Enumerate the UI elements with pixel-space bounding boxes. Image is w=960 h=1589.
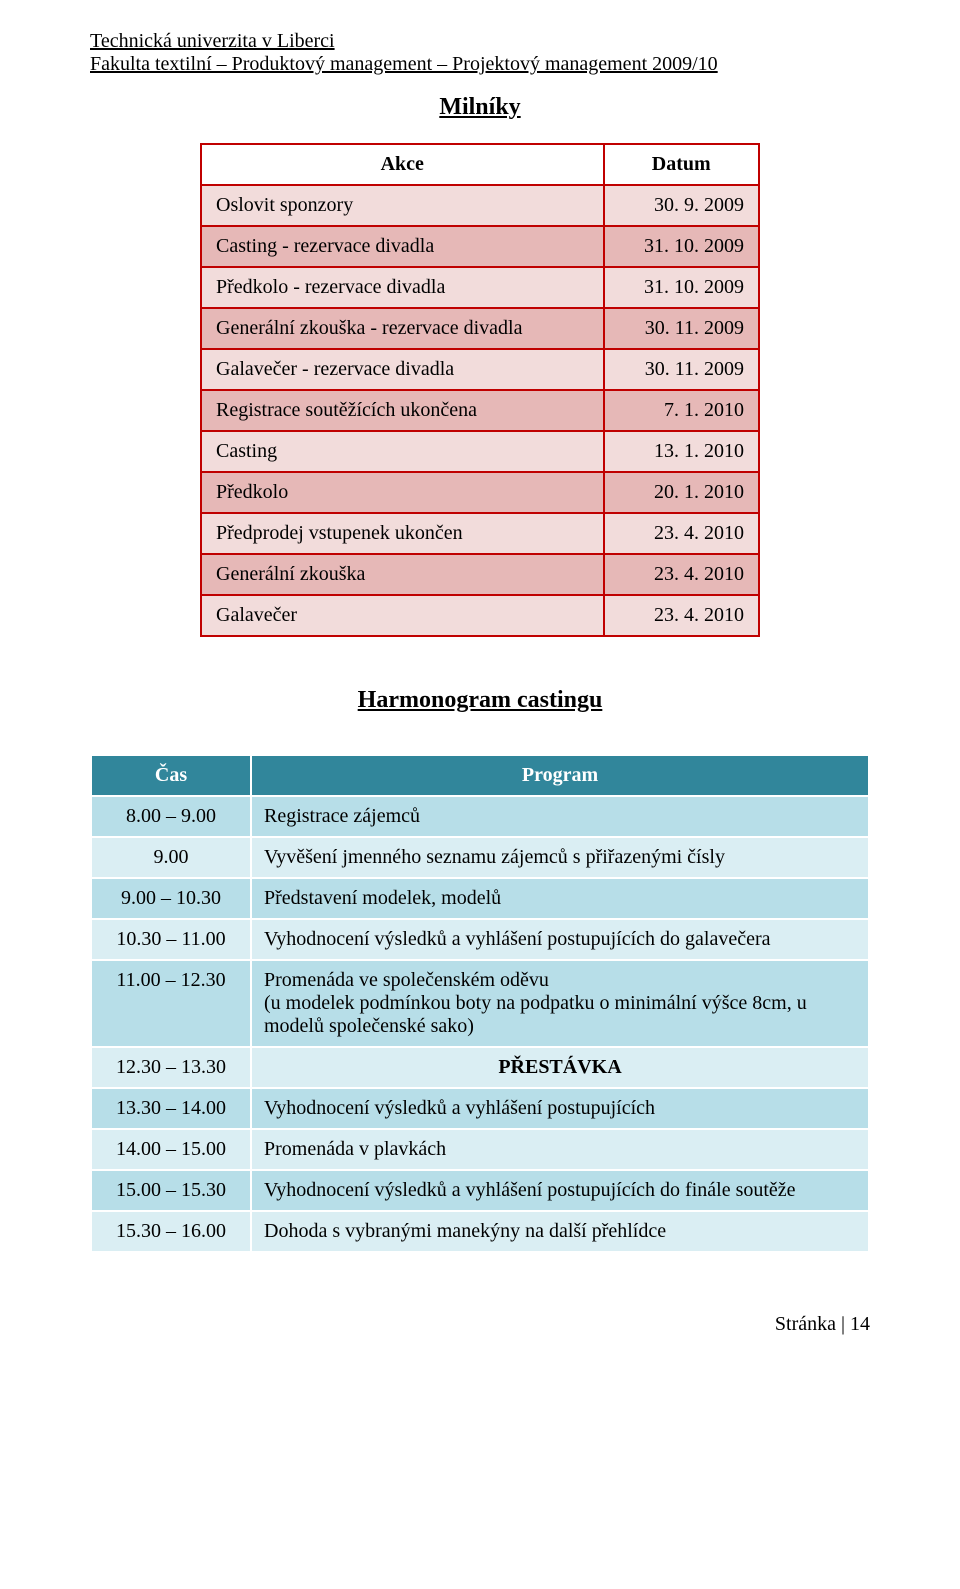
milniky-row-date: 23. 4. 2010 <box>604 595 760 636</box>
casting-row-program: Promenáda ve společenském oděvu(u modele… <box>251 960 869 1047</box>
milniky-row-date: 23. 4. 2010 <box>604 513 760 554</box>
casting-break: PŘESTÁVKA <box>251 1047 869 1088</box>
casting-table: Čas Program 8.00 – 9.00Registrace zájemc… <box>90 754 870 1253</box>
milniky-row-action: Předprodej vstupenek ukončen <box>201 513 604 554</box>
casting-table-wrap: Čas Program 8.00 – 9.00Registrace zájemc… <box>90 754 870 1253</box>
milniky-row-date: 13. 1. 2010 <box>604 431 760 472</box>
casting-row-time: 8.00 – 9.00 <box>91 796 251 837</box>
casting-row-program: Vyhodnocení výsledků a vyhlášení postupu… <box>251 919 869 960</box>
casting-row-time: 12.30 – 13.30 <box>91 1047 251 1088</box>
milniky-row-action: Předkolo - rezervace divadla <box>201 267 604 308</box>
casting-row-time: 13.30 – 14.00 <box>91 1088 251 1129</box>
milniky-col-date: Datum <box>604 144 760 185</box>
casting-row-time: 11.00 – 12.30 <box>91 960 251 1047</box>
casting-row-time: 9.00 – 10.30 <box>91 878 251 919</box>
milniky-table-wrap: Akce Datum Oslovit sponzory30. 9. 2009Ca… <box>90 143 870 637</box>
milniky-row-action: Generální zkouška - rezervace divadla <box>201 308 604 349</box>
milniky-row-date: 7. 1. 2010 <box>604 390 760 431</box>
milniky-row-action: Casting - rezervace divadla <box>201 226 604 267</box>
milniky-row-date: 20. 1. 2010 <box>604 472 760 513</box>
milniky-row-date: 30. 11. 2009 <box>604 308 760 349</box>
milniky-row-action: Generální zkouška <box>201 554 604 595</box>
casting-col-time: Čas <box>91 755 251 796</box>
header-line-1: Technická univerzita v Liberci <box>90 30 870 53</box>
milniky-col-action: Akce <box>201 144 604 185</box>
milniky-row-action: Oslovit sponzory <box>201 185 604 226</box>
casting-row-program: Dohoda s vybranými manekýny na další pře… <box>251 1211 869 1252</box>
casting-row-program: Vyhodnocení výsledků a vyhlášení postupu… <box>251 1170 869 1211</box>
milniky-row-date: 23. 4. 2010 <box>604 554 760 595</box>
casting-title: Harmonogram castingu <box>90 687 870 714</box>
milniky-row-date: 30. 11. 2009 <box>604 349 760 390</box>
casting-row-program: Představení modelek, modelů <box>251 878 869 919</box>
milniky-row-action: Registrace soutěžících ukončena <box>201 390 604 431</box>
casting-row-time: 9.00 <box>91 837 251 878</box>
page-footer: Stránka | 14 <box>90 1313 870 1336</box>
casting-row-program: Vyhodnocení výsledků a vyhlášení postupu… <box>251 1088 869 1129</box>
casting-row-program: Registrace zájemců <box>251 796 869 837</box>
milniky-row-action: Předkolo <box>201 472 604 513</box>
casting-row-time: 10.30 – 11.00 <box>91 919 251 960</box>
casting-row-time: 15.00 – 15.30 <box>91 1170 251 1211</box>
milniky-row-action: Galavečer <box>201 595 604 636</box>
milniky-row-date: 30. 9. 2009 <box>604 185 760 226</box>
milniky-title: Milníky <box>90 94 870 121</box>
casting-row-time: 15.30 – 16.00 <box>91 1211 251 1252</box>
milniky-table: Akce Datum Oslovit sponzory30. 9. 2009Ca… <box>200 143 760 637</box>
page-header: Technická univerzita v Liberci Fakulta t… <box>90 30 870 76</box>
milniky-row-action: Galavečer - rezervace divadla <box>201 349 604 390</box>
milniky-row-date: 31. 10. 2009 <box>604 267 760 308</box>
milniky-row-action: Casting <box>201 431 604 472</box>
casting-row-time: 14.00 – 15.00 <box>91 1129 251 1170</box>
milniky-row-date: 31. 10. 2009 <box>604 226 760 267</box>
header-line-2: Fakulta textilní – Produktový management… <box>90 53 870 76</box>
casting-row-program: Vyvěšení jmenného seznamu zájemců s přiř… <box>251 837 869 878</box>
casting-row-program: Promenáda v plavkách <box>251 1129 869 1170</box>
casting-col-program: Program <box>251 755 869 796</box>
